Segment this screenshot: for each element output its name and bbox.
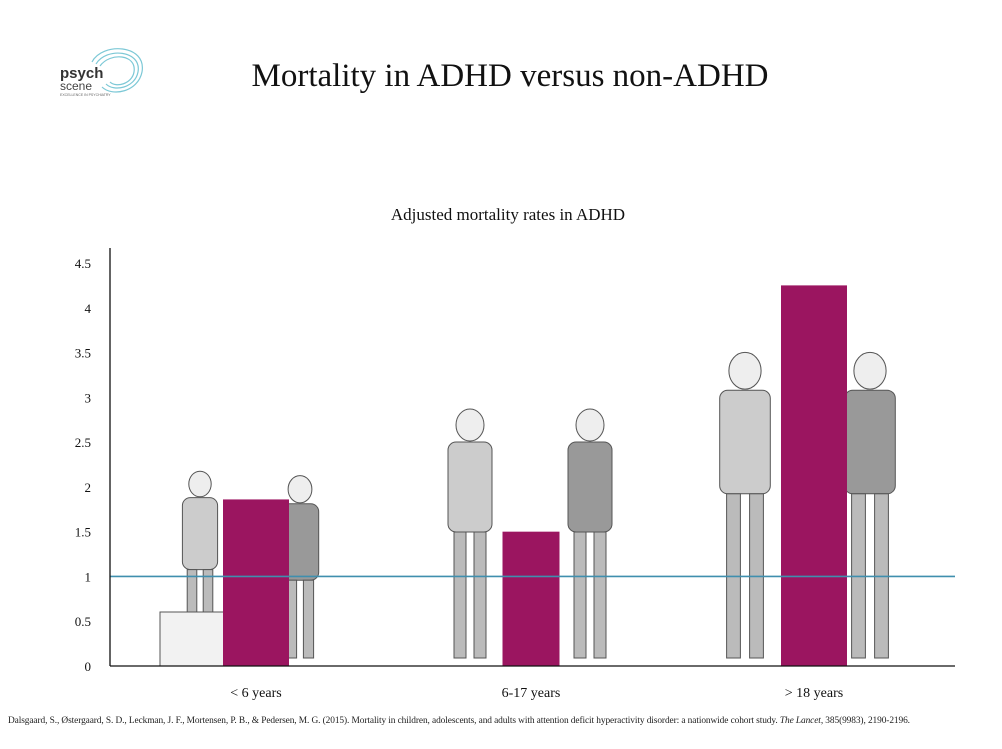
bar-3 (781, 285, 847, 666)
person-head (188, 470, 212, 498)
person-head (287, 475, 313, 504)
person-leg (302, 579, 315, 659)
person-leg (453, 531, 467, 659)
svg-text:EXCELLENCE IN PSYCHIATRY: EXCELLENCE IN PSYCHIATRY (60, 93, 111, 97)
psych-scene-logo: psych scene EXCELLENCE IN PSYCHIATRY (52, 42, 152, 102)
svg-text:scene: scene (60, 79, 92, 93)
person-leg (573, 531, 587, 659)
y-tick-label: 2.5 (75, 435, 91, 450)
bar-2 (502, 531, 560, 666)
y-tick-label: 2 (85, 480, 92, 495)
bar-1 (223, 499, 289, 666)
citation-tail: , 385(9983), 2190-2196. (820, 716, 910, 726)
y-tick-label: 4.5 (75, 256, 91, 271)
page-title: Mortality in ADHD versus non-ADHD (251, 58, 769, 94)
source-citation: Dalsgaard, S., Østergaard, S. D., Leckma… (8, 716, 910, 726)
person-body (567, 441, 613, 533)
person-leg (473, 531, 487, 659)
y-tick-label: 1.5 (75, 525, 91, 540)
person-head (575, 408, 605, 442)
x-tick-label: > 18 years (785, 686, 843, 701)
y-tick-label: 3 (85, 390, 92, 405)
person-body (719, 389, 771, 495)
person-body (447, 441, 493, 533)
person-head (853, 351, 887, 390)
y-tick-label: 0 (85, 659, 92, 674)
y-tick-label: 4 (85, 301, 92, 316)
x-tick-label: < 6 years (230, 686, 281, 701)
y-tick-label: 1 (85, 569, 92, 584)
svg-text:psych: psych (60, 65, 103, 82)
person-body (181, 497, 219, 571)
person-head (728, 351, 762, 390)
citation-journal: The Lancet (779, 716, 821, 726)
person-leg (593, 531, 607, 659)
x-tick-label: 6-17 years (502, 686, 561, 701)
y-tick-label: 0.5 (75, 614, 91, 629)
person-head (455, 408, 485, 442)
y-tick-label: 3.5 (75, 346, 91, 361)
chart-title: Adjusted mortality rates in ADHD (391, 205, 625, 224)
person-body (844, 389, 896, 495)
citation-text: Dalsgaard, S., Østergaard, S. D., Leckma… (8, 716, 780, 726)
illustrations (159, 351, 896, 667)
